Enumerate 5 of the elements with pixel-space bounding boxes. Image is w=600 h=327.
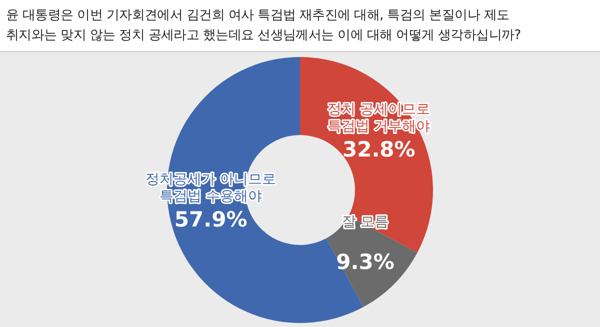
data-label: 57.9% xyxy=(174,208,248,232)
slice-label: 잘 모름 xyxy=(342,214,388,230)
data-label: 9.3% xyxy=(336,250,394,274)
data-label: 32.8% xyxy=(342,138,416,162)
chart-title: 윤 대통령은 이번 기자회견에서 김건희 여사 특검법 재추진에 대해, 특검의 본질이나 제도 취지와는 맞지 않는 정치 공세라고 했는데요 선생님께서는 이에 대해 어떻게 생각하십니까? xyxy=(5,7,522,45)
